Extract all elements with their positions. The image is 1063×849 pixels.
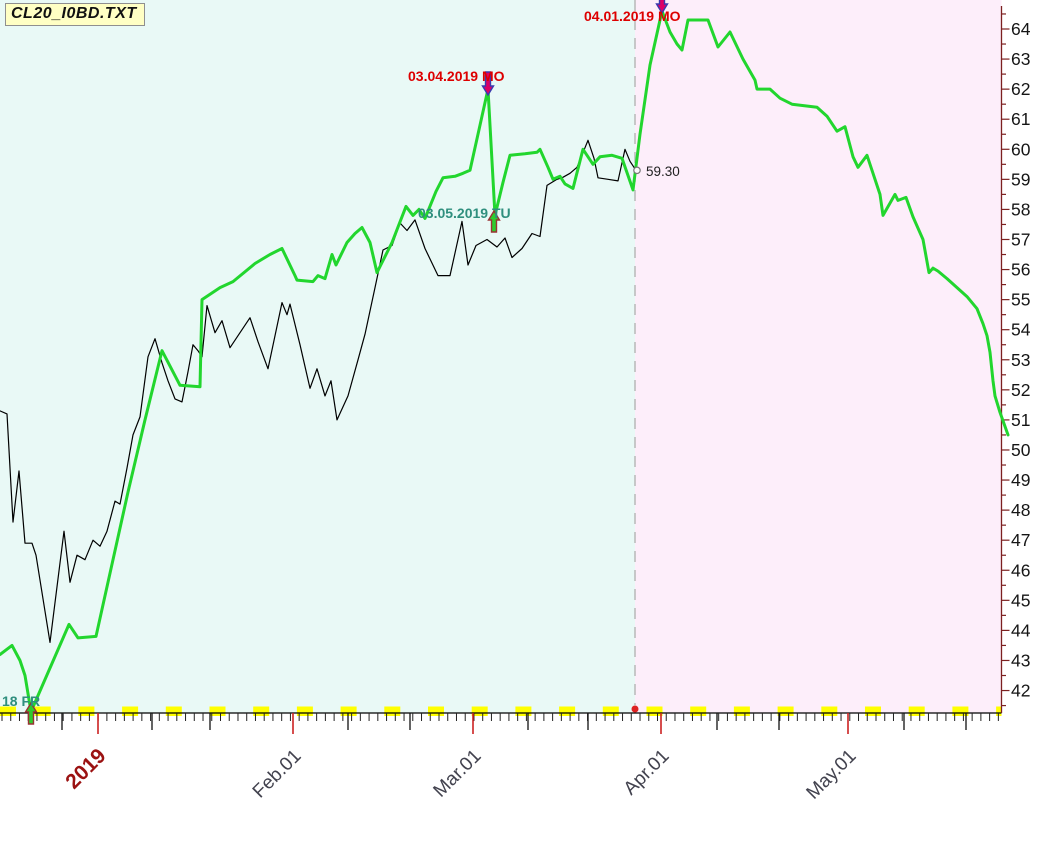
weekend-band bbox=[340, 706, 357, 716]
weekend-band bbox=[471, 706, 488, 716]
x-axis-month-label: May.01 bbox=[803, 746, 861, 804]
up-arrow-marker[interactable] bbox=[487, 209, 501, 233]
weekend-band bbox=[515, 706, 532, 716]
y-axis-label: 60 bbox=[1011, 139, 1031, 159]
y-axis-label: 43 bbox=[1011, 650, 1030, 670]
y-axis-label: 55 bbox=[1011, 290, 1030, 310]
weekend-band bbox=[253, 706, 270, 716]
weekend-band bbox=[733, 706, 750, 716]
y-axis-label: 47 bbox=[1011, 530, 1030, 550]
weekend-band bbox=[296, 706, 313, 716]
down-arrow-marker[interactable] bbox=[655, 0, 669, 15]
weekend-band bbox=[777, 706, 794, 716]
weekend-band bbox=[952, 706, 969, 716]
x-axis-month-label: Apr.01 bbox=[620, 746, 674, 800]
weekend-band bbox=[209, 706, 226, 716]
event-annotation-label[interactable]: 18 FR bbox=[2, 693, 40, 709]
weekend-band bbox=[78, 706, 95, 716]
history-black-line bbox=[0, 139, 637, 644]
up-arrow-marker[interactable] bbox=[24, 701, 38, 725]
weekend-band bbox=[165, 706, 182, 716]
weekend-band bbox=[690, 706, 707, 716]
symbol-file-label: CL20_I0BD.TXT bbox=[5, 3, 145, 26]
y-axis-label: 58 bbox=[1011, 199, 1030, 219]
y-axis-label: 57 bbox=[1011, 229, 1030, 249]
weekend-band bbox=[0, 706, 16, 716]
weekend-band bbox=[384, 706, 401, 716]
y-axis-label: 42 bbox=[1011, 681, 1030, 701]
down-arrow-marker[interactable] bbox=[481, 71, 495, 97]
y-axis-label: 53 bbox=[1011, 350, 1030, 370]
weekend-band bbox=[122, 706, 139, 716]
x-axis-month-label: Feb.01 bbox=[249, 746, 306, 803]
weekend-band bbox=[908, 706, 925, 716]
y-axis-label: 56 bbox=[1011, 260, 1030, 280]
event-annotation-label[interactable]: 03.05.2019 TU bbox=[418, 205, 511, 221]
x-axis-month-label: Mar.01 bbox=[430, 746, 486, 802]
weekend-band bbox=[602, 706, 619, 716]
y-axis-label: 45 bbox=[1011, 590, 1030, 610]
last-price-marker bbox=[633, 166, 641, 175]
y-axis-label: 51 bbox=[1011, 410, 1030, 430]
y-axis-label: 49 bbox=[1011, 470, 1030, 490]
weekend-band bbox=[821, 706, 838, 716]
history-region-background bbox=[0, 0, 635, 713]
weekend-band bbox=[428, 706, 444, 716]
y-axis-label: 46 bbox=[1011, 560, 1030, 580]
weekend-band bbox=[559, 706, 576, 716]
forecast-green-line bbox=[0, 9, 1010, 714]
y-axis-label: 50 bbox=[1011, 440, 1031, 460]
weekend-band bbox=[34, 706, 51, 716]
y-axis-label: 54 bbox=[1011, 320, 1031, 340]
last-price-label: 59.30 bbox=[646, 164, 680, 179]
y-axis-label: 61 bbox=[1011, 109, 1030, 129]
weekend-band bbox=[865, 706, 881, 716]
forecast-region-background bbox=[635, 0, 1002, 713]
y-axis-label: 63 bbox=[1011, 49, 1030, 69]
y-axis-label: 44 bbox=[1011, 620, 1031, 640]
y-axis-label: 64 bbox=[1011, 19, 1031, 39]
event-annotation-label[interactable]: 03.04.2019 MO bbox=[408, 68, 505, 84]
y-axis-label: 52 bbox=[1011, 380, 1030, 400]
y-axis-label: 59 bbox=[1011, 169, 1030, 189]
weekend-band bbox=[996, 706, 1002, 716]
y-axis-label: 62 bbox=[1011, 79, 1030, 99]
divider-dot-marker bbox=[631, 705, 639, 713]
weekend-band bbox=[646, 706, 663, 716]
x-axis-year-label: 2019 bbox=[61, 744, 110, 793]
y-axis-label: 48 bbox=[1011, 500, 1030, 520]
event-annotation-label[interactable]: 04.01.2019 MO bbox=[584, 8, 681, 24]
